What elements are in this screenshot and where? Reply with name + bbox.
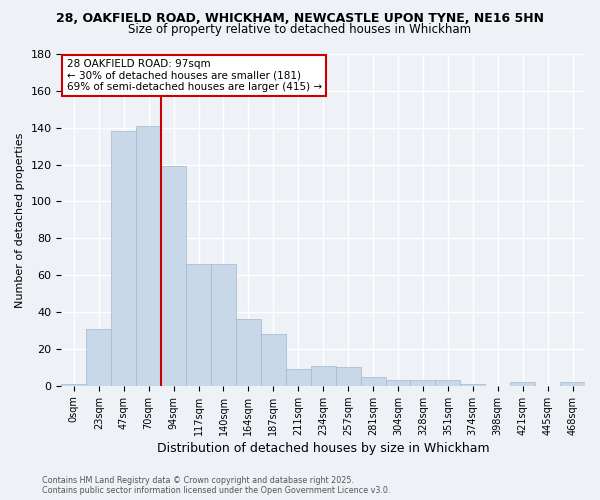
Text: 28 OAKFIELD ROAD: 97sqm
← 30% of detached houses are smaller (181)
69% of semi-d: 28 OAKFIELD ROAD: 97sqm ← 30% of detache… <box>67 59 322 92</box>
Bar <box>61 384 86 386</box>
Y-axis label: Number of detached properties: Number of detached properties <box>15 132 25 308</box>
Bar <box>510 382 535 386</box>
Bar <box>261 334 286 386</box>
Bar <box>111 132 136 386</box>
Bar <box>386 380 410 386</box>
Text: Size of property relative to detached houses in Whickham: Size of property relative to detached ho… <box>128 22 472 36</box>
Text: Contains HM Land Registry data © Crown copyright and database right 2025.
Contai: Contains HM Land Registry data © Crown c… <box>42 476 391 495</box>
Bar <box>335 368 361 386</box>
Bar <box>311 366 335 386</box>
Bar <box>161 166 186 386</box>
Bar <box>286 369 311 386</box>
Bar <box>410 380 436 386</box>
X-axis label: Distribution of detached houses by size in Whickham: Distribution of detached houses by size … <box>157 442 490 455</box>
Bar <box>211 264 236 386</box>
Bar <box>460 384 485 386</box>
Text: 28, OAKFIELD ROAD, WHICKHAM, NEWCASTLE UPON TYNE, NE16 5HN: 28, OAKFIELD ROAD, WHICKHAM, NEWCASTLE U… <box>56 12 544 26</box>
Bar <box>436 380 460 386</box>
Bar <box>86 328 111 386</box>
Bar <box>136 126 161 386</box>
Bar <box>186 264 211 386</box>
Bar <box>361 376 386 386</box>
Bar <box>236 320 261 386</box>
Bar <box>560 382 585 386</box>
